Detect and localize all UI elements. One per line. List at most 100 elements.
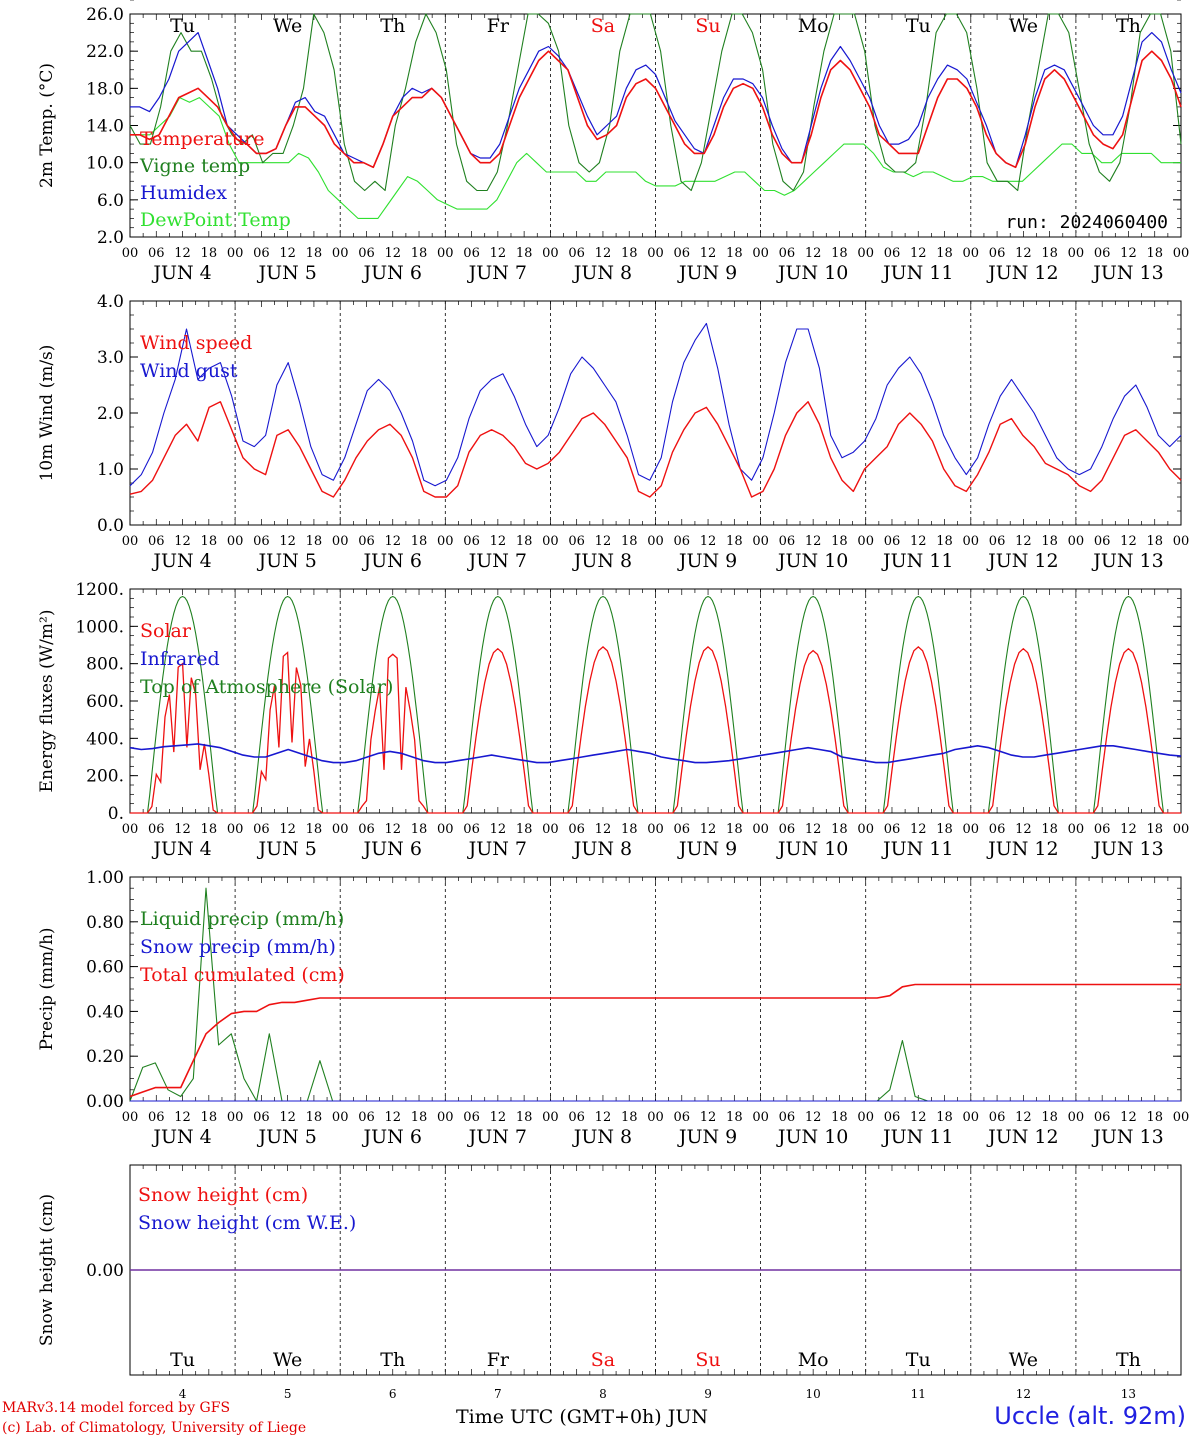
hour-label: 00 [857, 534, 874, 549]
date-label: JUN 11 [881, 550, 953, 572]
y-axis-label: 2m Temp. (°C) [37, 63, 57, 188]
date-label: JUN 10 [776, 262, 848, 284]
hour-label: 06 [463, 822, 480, 837]
date-label: JUN 5 [256, 1126, 316, 1148]
date-label: JUN 12 [986, 262, 1058, 284]
hour-label: 12 [1015, 822, 1032, 837]
hour-label: 12 [279, 534, 296, 549]
y-tick-label: 2.0 [97, 228, 124, 248]
day-name: Tu [170, 1349, 195, 1371]
y-tick-label: 18.0 [86, 79, 124, 99]
hour-label: 12 [1015, 1110, 1032, 1125]
date-label: JUN 11 [881, 1126, 953, 1148]
hour-label: 06 [358, 534, 375, 549]
date-label: JUN 7 [467, 1126, 527, 1148]
day-name: Sa [591, 1349, 615, 1371]
day-number: 9 [704, 1387, 712, 1401]
y-axis-label: Energy fluxes (W/m²) [37, 610, 57, 793]
hour-label: 00 [542, 822, 559, 837]
hour-label: 06 [148, 1110, 165, 1125]
y-tick-label: 2.0 [97, 404, 124, 424]
date-label: JUN 5 [256, 550, 316, 572]
hour-label: 12 [595, 246, 612, 261]
hour-label: 12 [490, 246, 507, 261]
y-tick-label: 1000. [75, 617, 124, 637]
hour-label: 18 [936, 822, 953, 837]
legend-entry: Snow height (cm) [138, 1184, 308, 1206]
legend-entry: Wind speed [140, 332, 252, 354]
date-label: JUN 10 [776, 1126, 848, 1148]
hour-label: 00 [752, 534, 769, 549]
run-label: run: 2024060400 [1005, 212, 1168, 233]
hour-label: 12 [700, 534, 717, 549]
hour-label: 12 [910, 246, 927, 261]
hour-label: 06 [148, 246, 165, 261]
date-label: JUN 9 [677, 262, 737, 284]
hour-label: 18 [516, 822, 533, 837]
hour-label: 18 [1041, 1110, 1058, 1125]
date-label: JUN 4 [151, 1126, 211, 1148]
hour-label: 00 [752, 1110, 769, 1125]
hour-label: 12 [384, 1110, 401, 1125]
date-label: JUN 8 [572, 838, 632, 860]
legend-entry: Temperature [140, 128, 264, 150]
hour-label: 18 [621, 246, 638, 261]
hour-label: 18 [831, 246, 848, 261]
hour-label: 00 [542, 1110, 559, 1125]
date-label: JUN 13 [1091, 550, 1163, 572]
legend-entry: Infrared [140, 648, 220, 670]
hour-label: 18 [516, 1110, 533, 1125]
y-tick-label: 0.20 [86, 1047, 124, 1067]
day-name: Tu [170, 15, 195, 37]
hour-label: 18 [411, 1110, 428, 1125]
hour-label: 12 [1120, 534, 1137, 549]
hour-label: 06 [568, 1110, 585, 1125]
legend-entry: Solar [140, 620, 192, 642]
hour-label: 00 [752, 246, 769, 261]
hour-label: 00 [1173, 534, 1190, 549]
date-label: JUN 6 [362, 262, 422, 284]
hour-label: 12 [279, 1110, 296, 1125]
date-label: JUN 7 [467, 262, 527, 284]
series-vigne-temp [129, 13, 1182, 192]
date-label: JUN 11 [881, 262, 953, 284]
hour-label: 06 [1094, 246, 1111, 261]
hour-label: 18 [306, 246, 323, 261]
hour-label: 06 [568, 534, 585, 549]
hour-label: 06 [253, 246, 270, 261]
hour-label: 18 [936, 246, 953, 261]
hour-label: 18 [726, 1110, 743, 1125]
hour-label: 00 [963, 822, 980, 837]
date-label: JUN 6 [362, 838, 422, 860]
day-name: Sa [591, 15, 615, 37]
hour-label: 18 [621, 1110, 638, 1125]
hour-label: 06 [779, 822, 796, 837]
hour-label: 00 [647, 822, 664, 837]
hour-label: 06 [148, 822, 165, 837]
hour-label: 00 [647, 246, 664, 261]
date-label: JUN 8 [572, 1126, 632, 1148]
hour-label: 18 [306, 534, 323, 549]
hour-label: 12 [910, 822, 927, 837]
hour-label: 18 [936, 534, 953, 549]
hour-label: 12 [279, 822, 296, 837]
hour-label: 00 [437, 534, 454, 549]
hour-label: 18 [306, 1110, 323, 1125]
hour-label: 18 [1146, 534, 1163, 549]
hour-label: 12 [384, 246, 401, 261]
hour-label: 18 [831, 822, 848, 837]
hour-label: 18 [621, 534, 638, 549]
y-tick-label: 0. [108, 804, 124, 824]
hour-label: 12 [910, 1110, 927, 1125]
y-tick-label: 1.0 [97, 460, 124, 480]
day-name: Mo [798, 1349, 829, 1371]
date-label: JUN 12 [986, 838, 1058, 860]
day-name: Mo [798, 15, 829, 37]
hour-label: 18 [411, 534, 428, 549]
hour-label: 00 [857, 1110, 874, 1125]
hour-label: 18 [1146, 246, 1163, 261]
date-label: JUN 11 [881, 838, 953, 860]
y-tick-label: 0.00 [86, 1261, 124, 1281]
date-label: JUN 6 [362, 1126, 422, 1148]
hour-label: 06 [884, 1110, 901, 1125]
